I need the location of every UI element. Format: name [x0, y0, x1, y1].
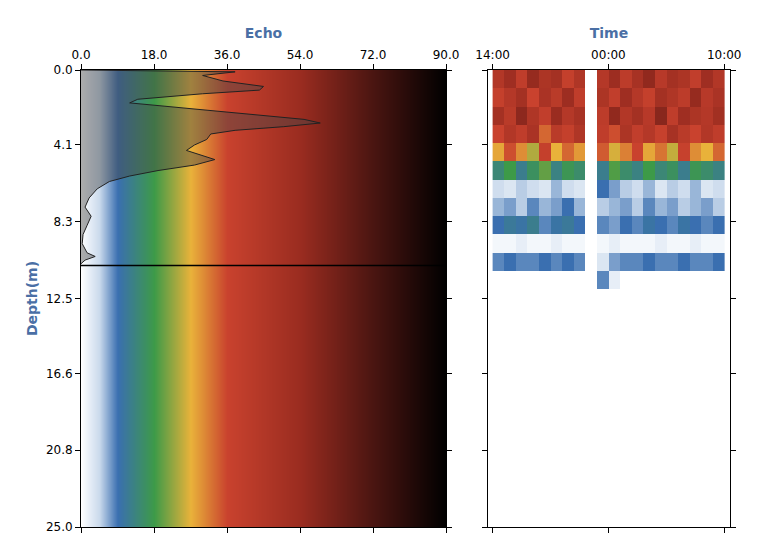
svg-text:8.3: 8.3 — [54, 215, 73, 229]
svg-text:54.0: 54.0 — [287, 48, 314, 62]
svg-text:36.0: 36.0 — [214, 48, 241, 62]
svg-text:Depth(m): Depth(m) — [24, 261, 40, 336]
svg-text:0.0: 0.0 — [71, 48, 90, 62]
svg-text:20.8: 20.8 — [46, 443, 73, 457]
svg-text:10:00: 10:00 — [707, 48, 742, 62]
svg-text:Time: Time — [590, 25, 628, 41]
svg-text:14:00: 14:00 — [475, 48, 510, 62]
svg-text:4.1: 4.1 — [54, 138, 73, 152]
svg-text:0.0: 0.0 — [54, 63, 73, 77]
svg-text:72.0: 72.0 — [360, 48, 387, 62]
svg-text:00:00: 00:00 — [591, 48, 626, 62]
svg-text:18.0: 18.0 — [141, 48, 168, 62]
svg-text:12.5: 12.5 — [46, 292, 73, 306]
svg-text:90.0: 90.0 — [433, 48, 460, 62]
svg-text:Echo: Echo — [245, 25, 283, 41]
svg-text:25.0: 25.0 — [46, 520, 73, 534]
svg-text:16.6: 16.6 — [46, 367, 73, 381]
